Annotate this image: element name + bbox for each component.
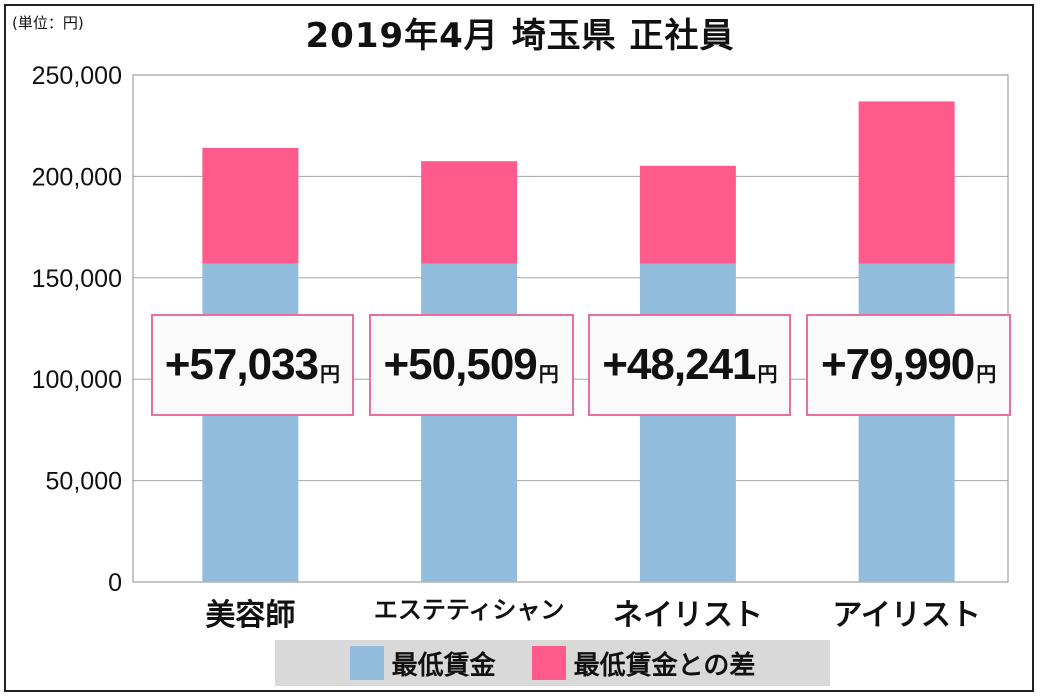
category-label: アイリスト [832,598,981,633]
difference-value: +57,033 [164,340,319,389]
difference-label-box: +79,990 円 [806,314,1012,416]
bar-minimum-wage [421,263,518,582]
bar-minimum-wage [639,263,736,582]
difference-unit: 円 [976,361,997,386]
legend-label: 最低賃金との差 [573,650,756,681]
difference-unit: 円 [538,361,559,386]
difference-value: +48,241 [602,340,756,389]
chart-title: 2019年4月 埼玉県 正社員 [305,16,735,56]
y-tick-label: 100,000 [32,366,122,394]
difference-label-box: +57,033 円 [150,314,354,416]
legend-label: 最低賃金 [391,650,496,681]
unit-label: (単位：円) [12,14,84,32]
bar-difference [858,101,955,264]
y-tick-label: 0 [108,569,122,597]
legend: 最低賃金 最低賃金との差 [275,640,830,686]
y-tick-label: 200,000 [32,163,122,191]
category-label: ネイリスト [612,598,763,633]
bar-difference [421,161,518,264]
bar-minimum-wage [858,263,955,582]
legend-swatch [349,646,384,680]
legend-item-minimum-wage: 最低賃金 [349,645,496,682]
legend-swatch [531,646,566,680]
y-tick-label: 250,000 [32,62,122,90]
legend-item-difference: 最低賃金との差 [531,645,756,682]
difference-label-box: +48,241 円 [588,314,792,416]
category-label: 美容師 [205,598,296,633]
difference-value: +50,509 [383,340,537,389]
y-tick-label: 150,000 [32,265,122,293]
difference-unit: 円 [320,361,341,386]
y-tick-label: 50,000 [46,468,122,496]
bar-difference [202,147,299,264]
difference-label-box: +50,509 円 [368,314,574,416]
bar-minimum-wage [202,263,299,582]
bar-difference [639,165,736,264]
difference-unit: 円 [757,361,778,386]
category-label: エステティシャン [373,596,565,624]
difference-value: +79,990 [820,340,975,389]
